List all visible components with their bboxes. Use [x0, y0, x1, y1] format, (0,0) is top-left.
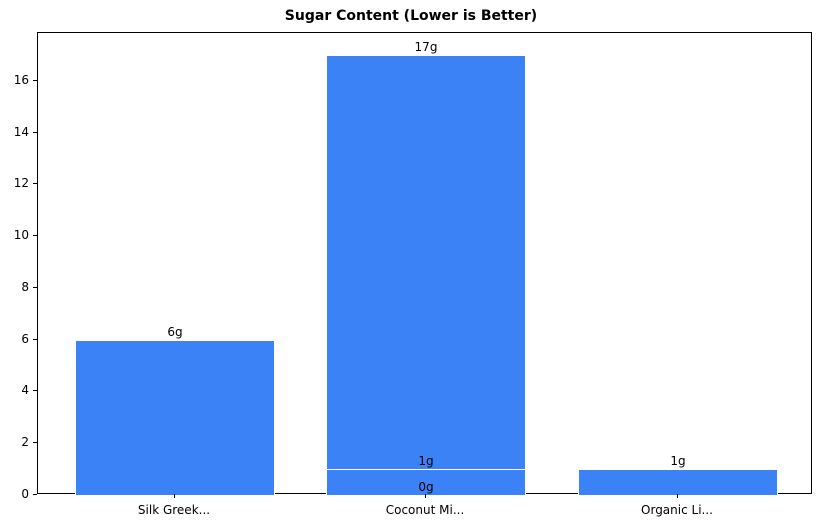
bar — [326, 495, 526, 496]
bar — [578, 469, 778, 495]
bar — [75, 339, 275, 495]
plot-area: 6g 17g 1g 0g 1g — [37, 32, 812, 496]
bar-value-label: 1g — [418, 454, 434, 469]
bar — [326, 469, 526, 495]
bar-value-label: 1g — [670, 454, 686, 469]
chart-title: Sugar Content (Lower is Better) — [284, 8, 538, 24]
bar-value-label: 17g — [414, 40, 438, 54]
bar — [326, 55, 526, 495]
bar-value-label: 6g — [167, 324, 183, 339]
bar-value-label: 0g — [418, 480, 434, 494]
